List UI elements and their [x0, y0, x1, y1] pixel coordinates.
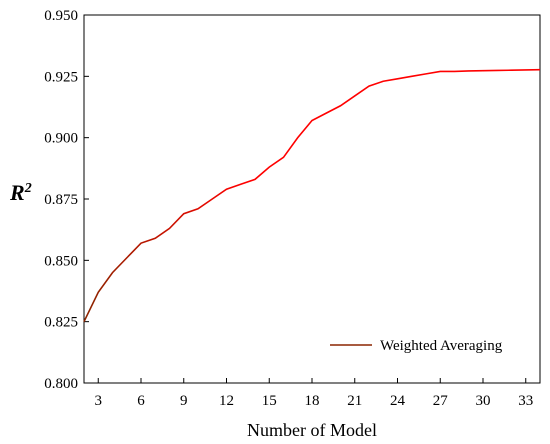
x-tick-label: 30: [476, 393, 491, 409]
x-tick-label: 6: [137, 393, 145, 409]
y-axis-title-sup: 2: [24, 181, 32, 196]
x-tick-label: 9: [180, 393, 188, 409]
y-tick-label: 0.800: [44, 376, 78, 392]
x-tick-label: 24: [390, 393, 406, 409]
series-line-weighted-averaging: [83, 68, 541, 323]
x-tick-label: 15: [262, 393, 277, 409]
y-axis: 0.800 0.825 0.850 0.875 0.900 0.925 0.950: [44, 8, 89, 392]
legend: Weighted Averaging: [330, 338, 503, 354]
y-tick-label: 0.925: [44, 69, 78, 85]
x-tick-label: 3: [95, 393, 103, 409]
x-tick-label: 27: [433, 393, 449, 409]
legend-label: Weighted Averaging: [380, 338, 503, 354]
y-tick-label: 0.825: [44, 315, 78, 331]
y-axis-title-base: R: [9, 180, 25, 205]
x-tick-label: 18: [305, 393, 320, 409]
x-axis-title: Number of Model: [247, 420, 377, 440]
y-tick-label: 0.950: [44, 8, 78, 24]
x-tick-label: 33: [518, 393, 533, 409]
y-axis-title: R2: [9, 180, 32, 205]
x-tick-label: 12: [219, 393, 234, 409]
x-axis: 3 6 9 12 15 18 21 24 27 30 33: [95, 378, 533, 409]
y-tick-label: 0.900: [44, 131, 78, 147]
x-tick-label: 21: [347, 393, 362, 409]
y-tick-label: 0.875: [44, 192, 78, 208]
y-tick-label: 0.850: [44, 253, 78, 269]
